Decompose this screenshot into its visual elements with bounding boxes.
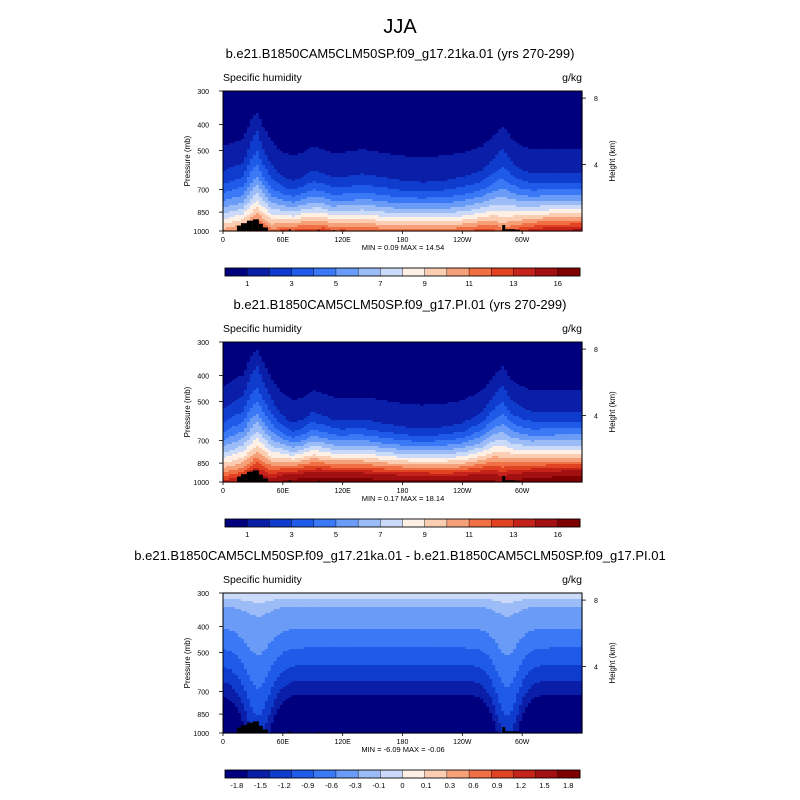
chart-panel-1: b.e21.B1850CAM5CLM50SP.f09_g17.21ka.01 (… [183,46,617,288]
figure-title: JJA [383,16,417,38]
panel-title: b.e21.B1850CAM5CLM50SP.f09_g17.21ka.01 (… [226,46,575,61]
panels: b.e21.B1850CAM5CLM50SP.f09_g17.21ka.01 (… [134,46,665,790]
contour-field [223,91,583,232]
figure: JJA b.e21.B1850CAM5CLM50SP.f09_g17.21ka.… [0,0,800,800]
units-label: g/kg [562,72,582,84]
variable-label: Specific humidity [223,72,303,84]
